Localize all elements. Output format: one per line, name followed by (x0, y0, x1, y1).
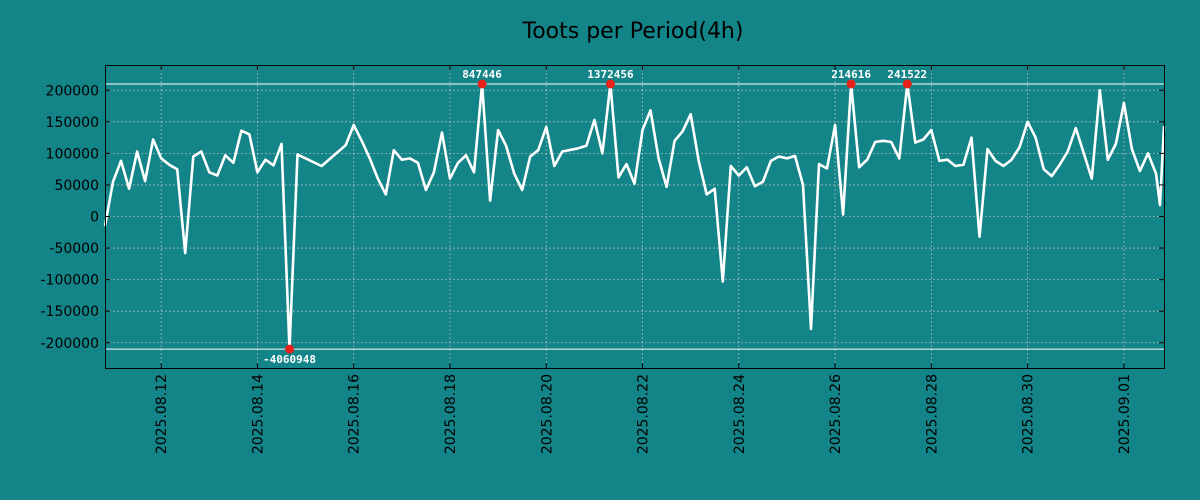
series-layer (103, 82, 1166, 351)
x-axis: 2025.08.12 2025.08.14 2025.08.16 2025.08.18… (154, 65, 1133, 454)
y-tick-label: -50000 (49, 241, 99, 257)
y-axis: 200000 150000 100000 50000 0 -50000 -100000 -15… (41, 83, 1164, 352)
y-tick-label: -200000 (41, 336, 100, 352)
x-tick-label: 2025.08.12 (154, 374, 170, 454)
annotation-marker (605, 79, 615, 89)
plot-frame (105, 65, 1165, 369)
y-tick-label: 200000 (46, 83, 99, 99)
clip-lines (105, 83, 1164, 350)
x-tick-label: 2025.08.20 (539, 374, 555, 454)
x-tick-label: 2025.08.16 (347, 374, 363, 454)
chart-title: Toots per Period(4h) (522, 19, 744, 44)
annotation-label: -4060948 (263, 353, 316, 366)
x-tick-label: 2025.08.18 (443, 374, 459, 454)
annotation-markers: -4060948 847446 1372456 214616 241522 (263, 68, 927, 366)
annotation-label: 847446 (462, 68, 502, 81)
y-tick-label: -150000 (41, 304, 100, 320)
series-line (103, 82, 1166, 351)
y-tick-label: -100000 (41, 273, 100, 289)
y-tick-label: 100000 (46, 146, 99, 162)
annotation-label: 214616 (831, 68, 871, 81)
y-tick-label: 0 (90, 210, 99, 226)
x-tick-label: 2025.08.26 (828, 374, 844, 454)
x-tick-label: 2025.08.28 (924, 374, 940, 454)
annotation-label: 1372456 (587, 68, 634, 81)
annotation-label: 241522 (887, 68, 927, 81)
annotation-marker (846, 79, 856, 89)
x-tick-label: 2025.08.30 (1021, 374, 1037, 454)
y-tick-label: 150000 (46, 115, 99, 131)
x-tick-label: 2025.08.14 (250, 374, 266, 454)
x-tick-label: 2025.08.22 (636, 374, 652, 454)
x-tick-label: 2025.09.01 (1117, 374, 1133, 454)
annotation-marker (902, 79, 912, 89)
x-tick-label: 2025.08.24 (732, 374, 748, 454)
y-tick-label: 50000 (54, 178, 99, 194)
grid (105, 65, 1164, 368)
annotation-marker (285, 344, 295, 354)
annotation-marker (477, 79, 487, 89)
